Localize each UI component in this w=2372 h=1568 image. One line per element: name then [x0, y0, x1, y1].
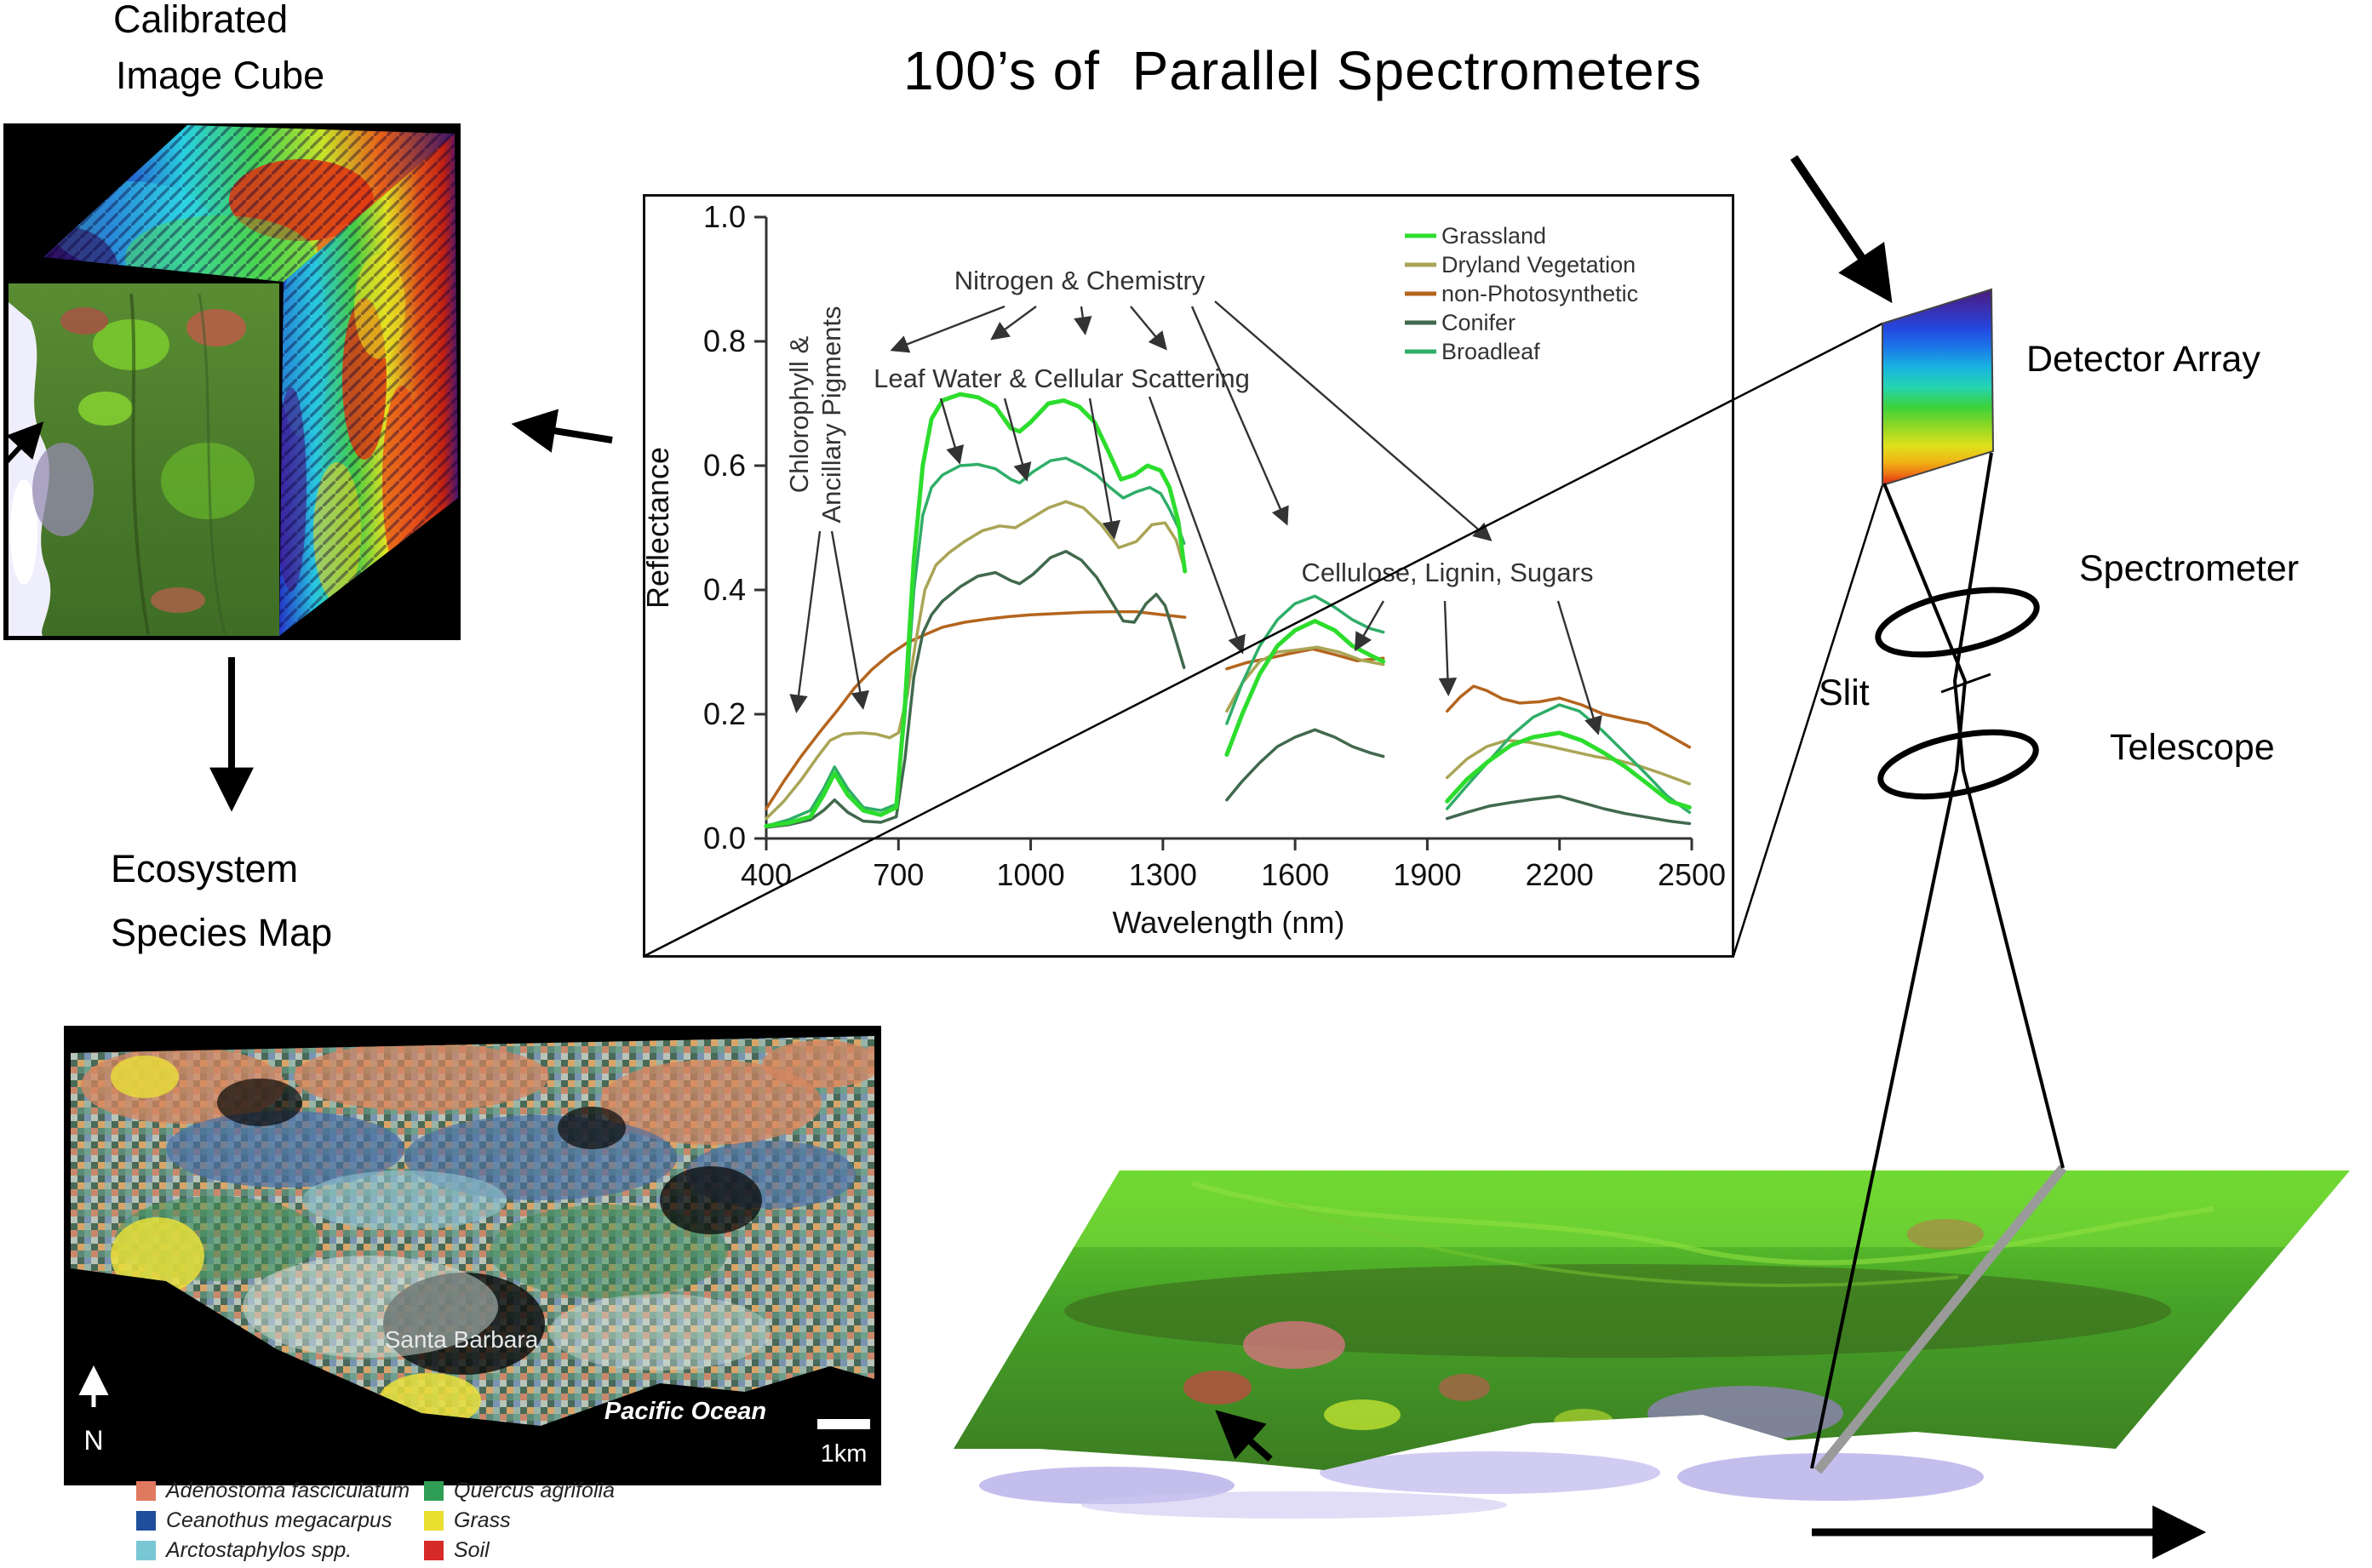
chart-annotation: Leaf Water & Cellular Scattering	[874, 363, 1250, 393]
ecosystem-label-line1: Ecosystem	[111, 847, 299, 890]
legend-label: Adenostoma fasciculatum	[166, 1478, 410, 1502]
chart-annotation: Nitrogen & Chemistry	[954, 266, 1206, 295]
y-tick-label: 0.0	[703, 821, 746, 856]
x-tick-label: 1900	[1393, 857, 1461, 892]
chart-legend-label: Grassland	[1441, 223, 1546, 249]
spectra-chart-panel: 0.0 0.2 0.4 0.6 0.8 1.0 400 700 1000 1300 1600 1900…	[643, 194, 1734, 958]
chart-legend-label: Dryland Vegetation	[1441, 252, 1636, 278]
annotation-arrow	[1074, 306, 1092, 335]
chart-legend-label: Conifer	[1441, 310, 1515, 335]
slit-graphic	[1940, 672, 1991, 694]
terrain-coast-pointer-arrow	[1215, 1410, 1273, 1462]
chart-legend-label: non-Photosynthetic	[1441, 281, 1638, 306]
detector-array-label: Detector Array	[2026, 339, 2260, 380]
chart-annotation: Cellulose, Lignin, Sugars	[1302, 558, 1594, 587]
map-legend-item: Quercus agrifolia	[424, 1478, 615, 1503]
series-dryland-vegetation	[1445, 738, 1692, 786]
chart-legend-label: Broadleaf	[1441, 339, 1540, 364]
legend-swatch-arctostaphylos	[136, 1540, 156, 1560]
map-legend-item: Adenostoma fasciculatum	[136, 1478, 410, 1503]
map-legend-item: Ceanothus megacarpus	[136, 1508, 392, 1533]
cube-front-face	[4, 283, 279, 636]
annotation-arrow	[990, 306, 1037, 340]
series-conifer	[1445, 794, 1692, 826]
figure-title: 100’s of Parallel Spectrometers	[903, 40, 1702, 101]
series-dryland-vegetation	[765, 500, 1187, 821]
chart-annotation: Chlorophyll &Ancillary Pigments	[784, 306, 846, 524]
x-tick-label: 1600	[1261, 857, 1329, 892]
x-tick-label: 400	[741, 857, 792, 892]
map-north-label: N	[83, 1425, 103, 1456]
annotation-arrow	[1130, 306, 1167, 351]
annotation-arrow	[1088, 398, 1120, 540]
legend-label: Grass	[454, 1508, 511, 1532]
legend-label: Ceanothus megacarpus	[166, 1508, 392, 1532]
cube-label-line1: Calibrated	[113, 0, 289, 41]
cube-coast-pointer-arrow	[4, 421, 44, 464]
reflectance-chart: 0.0 0.2 0.4 0.6 0.8 1.0 400 700 1000 1300 1600 1900…	[643, 199, 1726, 940]
map-scale-label: 1km	[821, 1440, 868, 1468]
map-city-label: Santa Barbara	[385, 1326, 539, 1353]
chart-to-cube-arrow	[511, 409, 613, 453]
map-ocean-label: Pacific Ocean	[604, 1398, 766, 1425]
legend-label: Quercus agrifolia	[454, 1478, 615, 1502]
y-tick-label: 0.4	[703, 572, 746, 607]
map-legend-item: Soil	[424, 1537, 490, 1563]
annotation-arrow	[1190, 306, 1289, 526]
x-tick-label: 2200	[1526, 857, 1594, 892]
map-scale-bar	[817, 1419, 870, 1429]
ecosystem-label-line2: Species Map	[111, 911, 333, 954]
y-tick-label: 0.8	[703, 323, 746, 358]
annotation-arrow	[890, 305, 1006, 353]
spectrometer-label: Spectrometer	[2079, 548, 2300, 589]
series-dryland-vegetation	[1225, 645, 1385, 713]
series-broadleaf	[1445, 703, 1692, 815]
detector-array-graphic	[1882, 288, 1995, 487]
legend-label: Arctostaphylos spp.	[166, 1537, 352, 1562]
slit-label: Slit	[1819, 672, 1870, 713]
legend-swatch-adenostoma	[136, 1480, 156, 1501]
species-map-classified-image	[71, 1036, 874, 1426]
map-legend-item: Arctostaphylos spp.	[136, 1537, 352, 1563]
cube-label-line2: Image Cube	[116, 54, 325, 97]
telescope-label: Telescope	[2110, 727, 2275, 768]
spectrometer-lens	[1875, 587, 2040, 658]
annotation-arrow	[789, 530, 822, 713]
legend-swatch-quercus	[424, 1480, 444, 1501]
zoom-line-lower	[1732, 484, 1884, 957]
x-tick-label: 2500	[1658, 857, 1726, 892]
annotation-arrow	[1003, 398, 1032, 482]
legend-swatch-ceanothus	[136, 1510, 156, 1531]
x-tick-label: 1300	[1129, 857, 1197, 892]
x-tick-label: 700	[873, 857, 924, 892]
annotation-arrow	[830, 530, 869, 710]
cube-city-area	[32, 443, 94, 536]
telescope-lens	[1877, 729, 2039, 800]
y-tick-label: 1.0	[703, 199, 746, 234]
y-axis-title: Reflectance	[643, 447, 675, 609]
ray-right	[1952, 452, 2065, 1169]
annotation-arrow	[939, 398, 964, 465]
map-legend-item: Grass	[424, 1508, 511, 1533]
x-tick-label: 1000	[997, 857, 1065, 892]
series-conifer	[1225, 728, 1385, 802]
calibrated-image-cube	[3, 123, 461, 640]
title-to-detector-arrow	[1790, 155, 1893, 304]
legend-swatch-grass	[424, 1510, 444, 1531]
flight-terrain-strip	[954, 1165, 2350, 1559]
legend-swatch-soil	[424, 1540, 444, 1560]
x-axis-title: Wavelength (nm)	[1113, 905, 1345, 940]
species-map: Santa Barbara Pacific Ocean 1km N	[64, 1026, 881, 1485]
cube-right-face	[279, 134, 458, 636]
y-tick-label: 0.2	[703, 696, 746, 731]
y-tick-label: 0.6	[703, 448, 746, 483]
annotation-arrow	[1438, 600, 1458, 696]
annotation-arrow	[1214, 300, 1493, 541]
legend-label: Soil	[454, 1537, 490, 1562]
